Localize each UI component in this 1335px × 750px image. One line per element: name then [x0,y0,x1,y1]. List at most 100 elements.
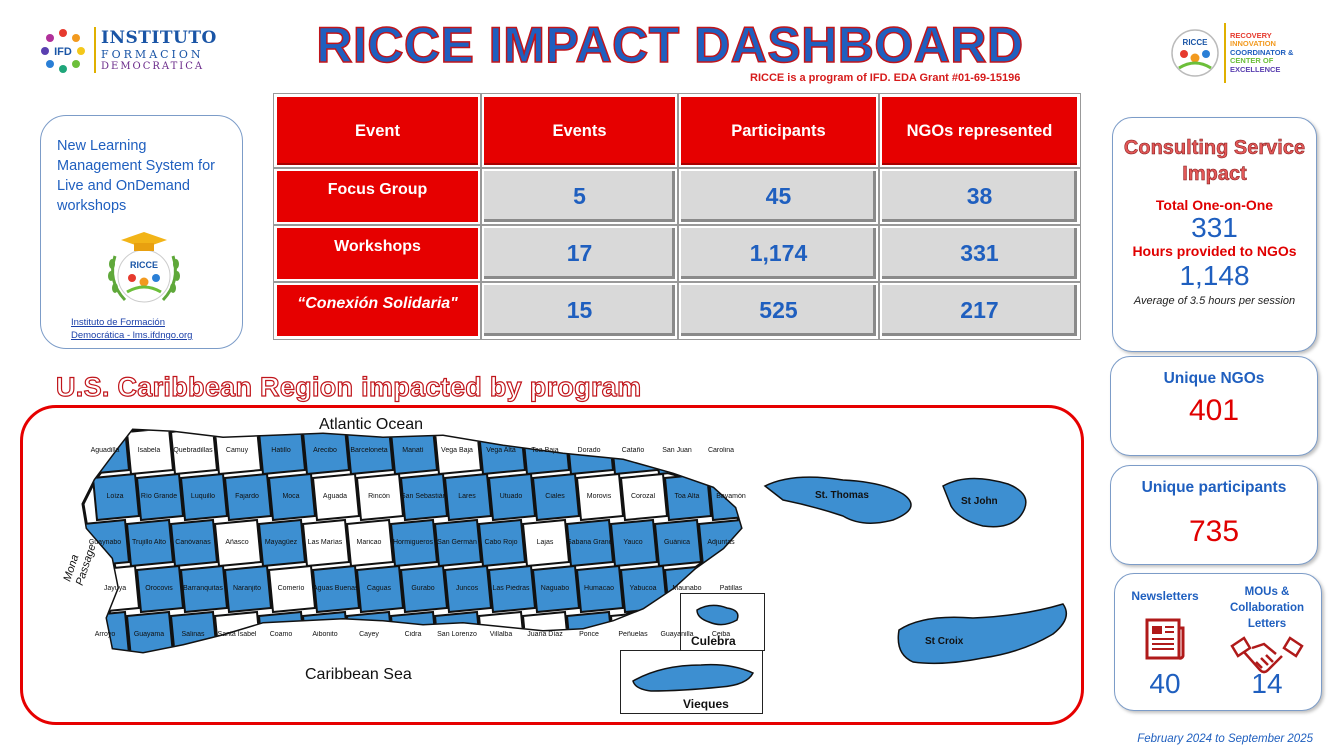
hours-note: Average of 3.5 hours per session [1133,295,1296,307]
ricce-graduation-logo-icon: RICCE [107,232,180,303]
ifd-word-2: FORMACION [101,48,204,61]
municipality-label: Cidra [404,631,422,638]
map-frame: Atlantic Ocean Caribbean Sea Mona Passag… [20,405,1084,725]
date-range: February 2024 to September 2025 [1137,733,1313,745]
ricce-logo-text: RECOVERY INNOVATION COORDINATOR & CENTER… [1230,30,1294,74]
municipality-label: Sabana Grande [567,539,611,546]
puerto-rico-map [81,428,1068,665]
municipality-label: Caguas [366,585,392,592]
municipality-region [531,564,581,614]
municipality-label: Dorado [577,447,601,454]
municipality-label: Loíza [106,493,124,500]
header-participants: Participants [676,93,880,169]
municipality-label: Las Marías [307,539,343,546]
mous-value: 14 [1251,668,1283,699]
municipality-label: Patillas [719,585,743,592]
municipality-region [135,564,185,614]
newsletters-value: 40 [1149,668,1181,699]
municipality-label: Hatillo [271,447,291,454]
municipality-label: San Juan [662,447,692,454]
lms-card: New Learning Management System for Live … [40,115,243,349]
mous-block: MOUs & Collaboration Letters 14 [1211,584,1323,699]
municipality-region [311,564,361,614]
municipality-label: Luquillo [190,493,216,500]
municipality-label: Ponce [579,631,599,638]
municipality-region [433,518,483,568]
municipality-region [355,472,405,522]
municipality-region [575,472,625,522]
municipality-label: Orocovis [145,585,173,592]
municipality-label: Naranjito [232,585,261,592]
municipality-region [565,518,615,568]
municipality-label: Aguadilla [90,447,120,454]
municipality-label: Cayey [359,631,379,638]
total-one-on-one-label: Total One-on-One [1155,197,1274,213]
municipality-label: Ceiba [711,631,731,638]
municipality-region [619,472,669,522]
municipality-label: Lares [458,493,476,500]
municipality-region [389,430,439,476]
municipality-region [399,472,449,522]
unique-participants-card: Unique participants 735 [1110,465,1318,565]
consulting-card: Consulting Service Impact Total One-on-O… [1112,117,1317,352]
municipality-region [399,564,449,614]
municipality-label: Isabela [137,447,161,454]
municipality-label: Toa Alta [674,493,700,500]
municipality-label: San Germán [437,539,477,546]
municipality-region [301,430,351,476]
cell-ngos: 38 [877,167,1082,226]
ifd-word-3: DEMOCRATICA [101,61,205,72]
ifd-logo-icon: IFD [41,29,85,73]
municipality-region [91,472,141,522]
municipality-label: Moca [282,493,300,500]
municipality-region [125,610,175,652]
municipality-region [135,472,185,522]
municipality-label: Canóvanas [175,539,211,546]
unique-ngos-value: 401 [1188,394,1240,427]
municipality-region [609,518,659,568]
mous-label: MOUs & Collaboration Letters [1229,586,1305,630]
page-subtitle: RICCE is a program of IFD. EDA Grant #01… [750,72,1021,84]
municipality-label: Manatí [402,447,424,454]
culebra-island [696,604,739,626]
municipality-region [477,518,527,568]
header-event: Event [272,93,483,169]
municipality-region [531,472,581,522]
svg-text:RICCE: RICCE [129,260,157,270]
municipality-region [653,518,703,568]
table-row: Focus Group 5 45 38 [272,167,1082,226]
unique-participants-value: 735 [1188,515,1240,548]
municipality-region [267,472,317,522]
ricce-logo: RICCE RECOVERY INNOVATION COORDINATOR & … [1170,20,1330,86]
municipality-label: Coamo [269,631,293,638]
unique-ngos-card: Unique NGOs 401 [1110,356,1318,456]
municipality-region [301,518,351,568]
municipality-region [487,564,537,614]
municipality-label: Maricao [356,539,382,546]
municipality-label: San Sebastián [401,493,445,500]
municipality-label: Morovis [586,493,612,500]
municipality-label: Guánica [663,539,691,546]
municipality-region [213,430,263,476]
municipality-label: Corozal [630,493,656,500]
municipality-label: Guayanilla [660,631,694,638]
consulting-title: Consulting Service Impact [1123,137,1306,186]
cell-events: 15 [480,281,679,340]
municipality-region [223,564,273,614]
municipality-label: Salinas [181,631,205,638]
municipality-label: Juncos [455,585,479,592]
events-table: Event Events Participants NGOs represent… [272,93,1082,340]
municipality-label: Santa Isabel [217,631,257,638]
municipality-label: Barranquitas [183,585,223,592]
ricce-logo-separator [1224,23,1226,83]
municipality-label: Aguada [322,493,348,500]
municipality-region [355,564,405,614]
vieques-island [632,663,755,692]
lms-link[interactable]: Instituto de Formación Democrática - lms… [71,317,193,341]
municipality-region [487,472,537,522]
lms-description: New Learning Management System for Live … [57,138,215,214]
municipality-label: Naguabo [540,585,570,592]
newsletters-mous-card: Newsletters 40 MOUs & Collaboration Lett… [1114,573,1322,711]
municipality-region [311,472,361,522]
municipality-label: Carolina [707,447,735,454]
